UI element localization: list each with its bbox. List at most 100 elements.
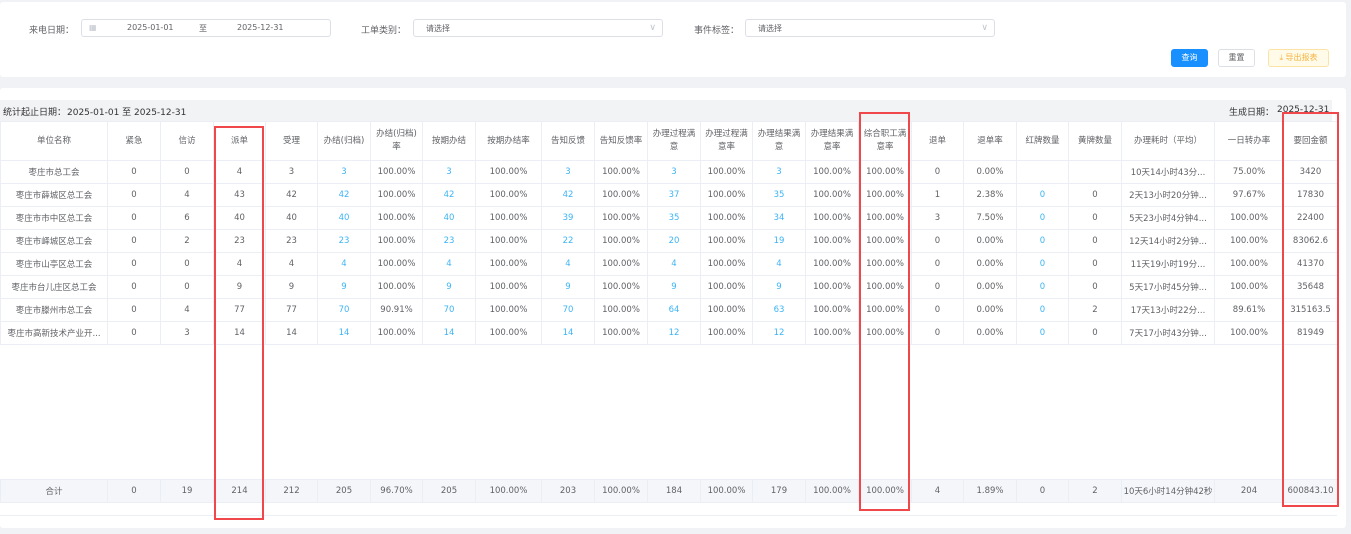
type-label: 工单类别： <box>361 26 407 36</box>
cell-process-rate: 100.00% <box>700 321 753 345</box>
column-header-red-card: 红牌数量 <box>1016 121 1069 161</box>
cell-ontime-rate: 100.00% <box>475 183 542 207</box>
cell-petition: 4 <box>160 298 214 322</box>
cell-red-card[interactable]: 0 <box>1016 298 1069 322</box>
cell-return-rate: 0.00% <box>963 298 1017 322</box>
cell-closed[interactable]: 14 <box>317 321 371 345</box>
cell-ontime-closed[interactable]: 9 <box>422 275 476 299</box>
type-select[interactable]: 请选择 ∨ <box>413 19 663 37</box>
highlight-box-amount <box>1282 112 1339 507</box>
cell-closed[interactable]: 70 <box>317 298 371 322</box>
cell-closed[interactable]: 3 <box>317 160 371 184</box>
cell-result-satisfied[interactable]: 35 <box>752 183 806 207</box>
cell-urgent: 0 <box>107 321 161 345</box>
cell-ontime-closed[interactable]: 23 <box>422 229 476 253</box>
total-row: 合计 0 19 214 212 205 96.70% 205 100.00% 203 100.00%… <box>0 479 1338 503</box>
cell-ontime-rate: 100.00% <box>475 252 542 276</box>
cell-result-satisfied[interactable]: 63 <box>752 298 806 322</box>
cell-ontime-closed[interactable]: 70 <box>422 298 476 322</box>
total-result-satisfied: 179 <box>752 479 806 503</box>
cell-feedback[interactable]: 39 <box>541 206 595 230</box>
cell-process-satisfied[interactable]: 37 <box>647 183 701 207</box>
highlight-box-dispatch <box>214 126 264 520</box>
cell-feedback[interactable]: 22 <box>541 229 595 253</box>
cell-feedback[interactable]: 14 <box>541 321 595 345</box>
cell-returned: 0 <box>911 160 964 184</box>
cell-accepted: 4 <box>265 252 318 276</box>
cell-process-satisfied[interactable]: 9 <box>647 275 701 299</box>
cell-one-day-rate: 100.00% <box>1214 206 1284 230</box>
date-range-picker[interactable]: ▦ 2025-01-01 至 2025-12-31 <box>81 19 331 37</box>
cell-closed[interactable]: 23 <box>317 229 371 253</box>
cell-feedback-rate: 100.00% <box>594 206 648 230</box>
cell-petition: 3 <box>160 321 214 345</box>
chevron-down-icon: ∨ <box>649 23 656 33</box>
cell-feedback[interactable]: 70 <box>541 298 595 322</box>
cell-feedback[interactable]: 42 <box>541 183 595 207</box>
total-result-rate: 100.00% <box>805 479 859 503</box>
cell-result-satisfied[interactable]: 4 <box>752 252 806 276</box>
cell-closed[interactable]: 42 <box>317 183 371 207</box>
cell-process-rate: 100.00% <box>700 252 753 276</box>
cell-ontime-closed[interactable]: 40 <box>422 206 476 230</box>
cell-closed[interactable]: 40 <box>317 206 371 230</box>
cell-result-rate: 100.00% <box>805 183 859 207</box>
column-header-result-satisfied: 办理结果满意 <box>752 121 806 161</box>
cell-yellow-card: 0 <box>1068 252 1122 276</box>
cell-urgent: 0 <box>107 183 161 207</box>
cell-unit-name: 枣庄市滕州市总工会 <box>0 298 108 322</box>
cell-ontime-closed[interactable]: 3 <box>422 160 476 184</box>
date-start-input[interactable]: 2025-01-01 <box>127 23 174 32</box>
cell-red-card[interactable]: 0 <box>1016 252 1069 276</box>
cell-process-satisfied[interactable]: 3 <box>647 160 701 184</box>
cell-red-card[interactable]: 0 <box>1016 206 1069 230</box>
cell-process-satisfied[interactable]: 12 <box>647 321 701 345</box>
cell-urgent: 0 <box>107 206 161 230</box>
cell-dispatch: 14 <box>213 321 266 345</box>
cell-feedback[interactable]: 9 <box>541 275 595 299</box>
cell-yellow-card: 0 <box>1068 275 1122 299</box>
date-end-input[interactable]: 2025-12-31 <box>237 23 284 32</box>
cell-red-card[interactable]: 0 <box>1016 183 1069 207</box>
cell-red-card[interactable]: 0 <box>1016 321 1069 345</box>
cell-feedback[interactable]: 3 <box>541 160 595 184</box>
cell-one-day-rate: 100.00% <box>1214 321 1284 345</box>
cell-feedback[interactable]: 4 <box>541 252 595 276</box>
cell-process-rate: 100.00% <box>700 229 753 253</box>
export-button[interactable]: ⤓ 导出报表 <box>1268 49 1329 67</box>
cell-dispatch: 43 <box>213 183 266 207</box>
cell-result-satisfied[interactable]: 19 <box>752 229 806 253</box>
cell-unit-name: 枣庄市峄城区总工会 <box>0 229 108 253</box>
reset-button[interactable]: 重置 <box>1218 49 1255 67</box>
cell-ontime-closed[interactable]: 42 <box>422 183 476 207</box>
cell-process-satisfied[interactable]: 20 <box>647 229 701 253</box>
range-value: 2025-01-01 至 2025-12-31 <box>67 108 187 118</box>
cell-red-card[interactable]: 0 <box>1016 275 1069 299</box>
tag-select[interactable]: 请选择 ∨ <box>745 19 995 37</box>
cell-overall-satisfaction: 100.00% <box>858 321 912 345</box>
cell-urgent: 0 <box>107 160 161 184</box>
column-header-ontime-rate: 按期办结率 <box>475 121 542 161</box>
total-closed: 205 <box>317 479 371 503</box>
cell-result-satisfied[interactable]: 12 <box>752 321 806 345</box>
cell-result-satisfied[interactable]: 9 <box>752 275 806 299</box>
cell-process-rate: 100.00% <box>700 183 753 207</box>
cell-process-satisfied[interactable]: 35 <box>647 206 701 230</box>
cell-yellow-card: 0 <box>1068 229 1122 253</box>
cell-closed[interactable]: 9 <box>317 275 371 299</box>
cell-result-satisfied[interactable]: 3 <box>752 160 806 184</box>
cell-feedback-rate: 100.00% <box>594 252 648 276</box>
cell-feedback-rate: 100.00% <box>594 229 648 253</box>
table-row: 枣庄市高新技术产业开... 0 3 14 14 14 100.00% 14 100.00% 14 1… <box>0 321 1338 345</box>
total-petition: 19 <box>160 479 214 503</box>
query-button[interactable]: 查询 <box>1171 49 1208 67</box>
cell-process-satisfied[interactable]: 4 <box>647 252 701 276</box>
cell-process-satisfied[interactable]: 64 <box>647 298 701 322</box>
cell-accepted: 40 <box>265 206 318 230</box>
cell-result-satisfied[interactable]: 34 <box>752 206 806 230</box>
cell-ontime-closed[interactable]: 14 <box>422 321 476 345</box>
cell-closed[interactable]: 4 <box>317 252 371 276</box>
total-feedback-rate: 100.00% <box>594 479 648 503</box>
cell-ontime-closed[interactable]: 4 <box>422 252 476 276</box>
cell-red-card[interactable]: 0 <box>1016 229 1069 253</box>
